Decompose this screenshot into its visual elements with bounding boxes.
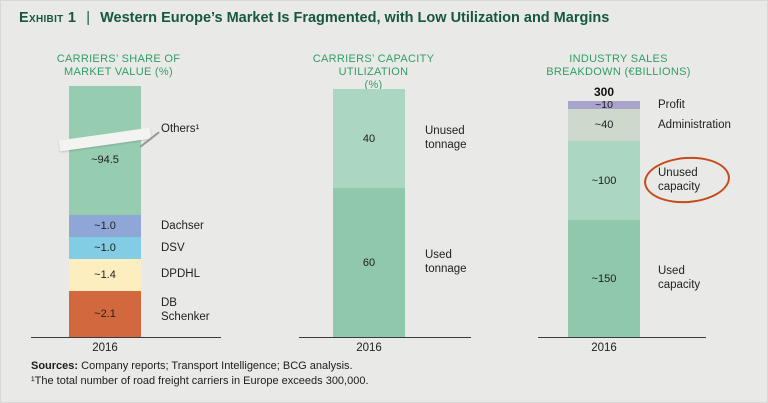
x-axis-capacity: [299, 337, 471, 338]
segment-value-dsv: ~1.0: [94, 242, 116, 254]
label-unused-capacity: Unused capacity: [658, 167, 701, 193]
bar-total-label: 300: [593, 85, 615, 99]
segment-value-others: ~94.5: [91, 153, 119, 166]
segment-others: ~94.5: [69, 86, 141, 215]
x-axis-label-market-share: 2016: [92, 342, 118, 354]
segment-value-dachser: ~1.0: [94, 220, 116, 232]
label-dpdhl: DPDHL: [161, 268, 200, 280]
label-administration: Administration: [658, 119, 731, 131]
x-axis-market-share: [31, 337, 221, 338]
x-axis-label-capacity: 2016: [356, 342, 382, 354]
chart-capacity-header: CARRIERS’ CAPACITY UTILIZATION (%): [281, 53, 466, 92]
highlight-ellipse-unused-capacity: [642, 154, 732, 206]
label-profit: Profit: [658, 99, 685, 111]
label-others: Others¹: [161, 123, 200, 135]
segment-dachser: ~1.0: [69, 215, 141, 237]
segment-value-used-tonnage: 60: [362, 256, 376, 269]
segment-unused-capacity: ~100: [568, 141, 640, 220]
segment-value-dpdhl: ~1.4: [94, 269, 116, 281]
stacked-bar-market-share: ~94.5 ~1.0 ~1.0 ~1.4 ~2.1: [69, 86, 141, 337]
segment-value-profit: ~10: [595, 99, 613, 111]
segment-value-db-schenker: ~2.1: [94, 308, 116, 320]
sources-line: Sources: Company reports; Transport Inte…: [31, 359, 369, 374]
chart-sales-header: INDUSTRY SALES BREAKDOWN (€BILLIONS): [521, 53, 716, 79]
segment-dsv: ~1.0: [69, 237, 141, 259]
segment-value-administration: ~40: [594, 119, 614, 131]
stacked-bar-capacity: 40 60: [333, 89, 405, 337]
x-axis-sales: [538, 337, 706, 338]
stacked-bar-sales: ~10 ~40 ~100 ~150: [568, 99, 640, 337]
segment-db-schenker: ~2.1: [69, 291, 141, 337]
chart-header-line1: CARRIERS’ CAPACITY UTILIZATION: [312, 53, 435, 78]
sources-text: Company reports; Transport Intelligence;…: [78, 360, 353, 372]
segment-dpdhl: ~1.4: [69, 259, 141, 291]
title-separator: |: [86, 10, 91, 26]
chart-header-line2: MARKET VALUE (%): [64, 66, 173, 78]
label-dsv: DSV: [161, 242, 185, 254]
footer: Sources: Company reports; Transport Inte…: [31, 359, 369, 389]
chart-header-line1: INDUSTRY SALES: [569, 53, 668, 65]
chart-header-line2: (%): [364, 79, 383, 91]
segment-unused-tonnage: 40: [333, 89, 405, 188]
exhibit-label: Exhibit 1: [19, 10, 77, 26]
x-axis-label-sales: 2016: [591, 342, 617, 354]
sources-label: Sources:: [31, 360, 79, 372]
label-db-schenker: DB Schenker: [161, 297, 210, 323]
segment-value-unused-tonnage: 40: [362, 132, 376, 145]
segment-value-used-capacity: ~150: [591, 272, 617, 285]
segment-value-unused-capacity: ~100: [591, 174, 617, 187]
exhibit-title-row: Exhibit 1 | Western Europe’s Market Is F…: [19, 10, 609, 26]
segment-profit: ~10: [568, 99, 640, 111]
footnote-line: ¹The total number of road freight carrie…: [31, 375, 369, 387]
segment-administration: ~40: [568, 109, 640, 141]
label-used-tonnage: Used tonnage: [425, 249, 467, 275]
segment-used-tonnage: 60: [333, 188, 405, 337]
chart-header-line2: BREAKDOWN (€BILLIONS): [546, 66, 691, 78]
exhibit-title: Western Europe’s Market Is Fragmented, w…: [100, 10, 610, 26]
chart-market-share-header: CARRIERS’ SHARE OF MARKET VALUE (%): [31, 53, 206, 79]
label-dachser: Dachser: [161, 220, 204, 232]
segment-used-capacity: ~150: [568, 220, 640, 337]
chart-header-line1: CARRIERS’ SHARE OF: [56, 53, 181, 65]
label-used-capacity: Used capacity: [658, 265, 701, 291]
label-unused-tonnage: Unused tonnage: [425, 125, 467, 151]
